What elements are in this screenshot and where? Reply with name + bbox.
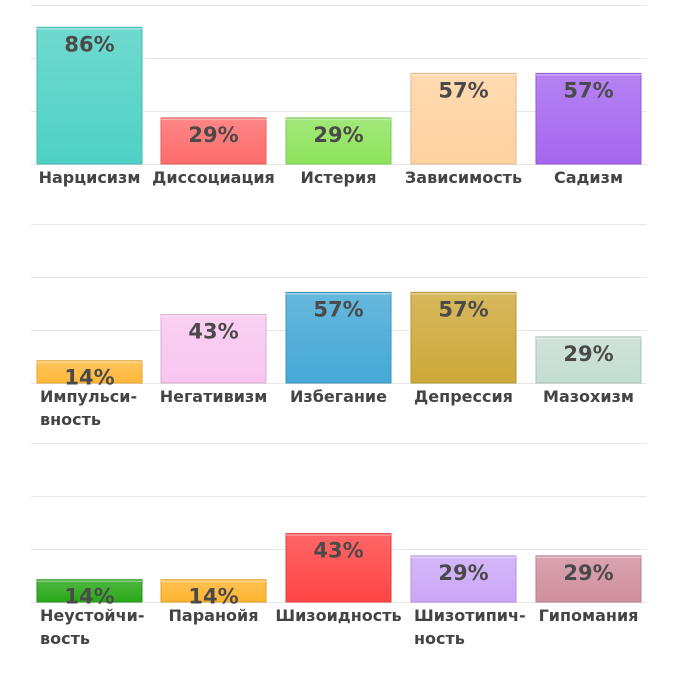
bar xyxy=(535,555,642,603)
category-label: Импульси-вность xyxy=(40,387,137,429)
category-label: Нарцисизм xyxy=(39,168,141,187)
bar xyxy=(410,72,517,165)
data-label: 29% xyxy=(188,123,238,147)
category-label: Садизм xyxy=(554,168,623,187)
category-label: Мазохизм xyxy=(543,387,634,406)
bar xyxy=(160,579,267,603)
data-label: 43% xyxy=(313,539,363,563)
data-label: 86% xyxy=(64,32,114,56)
category-label: Паранойя xyxy=(169,606,259,625)
bar xyxy=(535,72,642,165)
chart-panel-3: 14%Неустойчи-вость14%Паранойя43%Шизоидно… xyxy=(31,443,647,648)
category-label: Неустойчи-вость xyxy=(40,606,144,648)
category-label: Шизотипич-ность xyxy=(414,606,526,648)
data-label: 57% xyxy=(438,297,488,321)
bar xyxy=(535,336,642,384)
category-label: Депрессия xyxy=(414,387,513,406)
category-label: Негативизм xyxy=(160,387,268,406)
bar xyxy=(160,117,267,165)
bar xyxy=(410,291,517,384)
bar xyxy=(285,291,392,384)
category-label: Избегание xyxy=(290,387,387,406)
data-label: 29% xyxy=(563,561,613,585)
data-label: 57% xyxy=(563,78,613,102)
data-label: 29% xyxy=(438,561,488,585)
bar xyxy=(285,117,392,165)
category-label: Зависимость xyxy=(405,168,522,187)
bar xyxy=(36,360,143,384)
data-label: 57% xyxy=(438,78,488,102)
chart-panel-2: 14%Импульси-вность 43% Негативизм 57% Избега… xyxy=(31,224,647,429)
data-label: 29% xyxy=(563,342,613,366)
category-label: Шизоидность xyxy=(275,606,401,625)
bar xyxy=(160,314,267,384)
category-label: Истерия xyxy=(301,168,377,187)
data-label: 29% xyxy=(313,123,363,147)
data-label: 14% xyxy=(64,366,114,390)
data-label: 43% xyxy=(188,320,238,344)
category-label: Гипомания xyxy=(539,606,639,625)
bar xyxy=(285,533,392,603)
data-label: 14% xyxy=(188,585,238,609)
bar xyxy=(410,555,517,603)
bar xyxy=(36,26,143,165)
bar xyxy=(36,579,143,603)
data-label: 14% xyxy=(64,585,114,609)
chart-panel-1: 86% Нарцисизм 29% Диссоциация 29% Истерия 57% З… xyxy=(31,5,647,187)
data-label: 57% xyxy=(313,297,363,321)
category-label: Диссоциация xyxy=(152,168,275,187)
